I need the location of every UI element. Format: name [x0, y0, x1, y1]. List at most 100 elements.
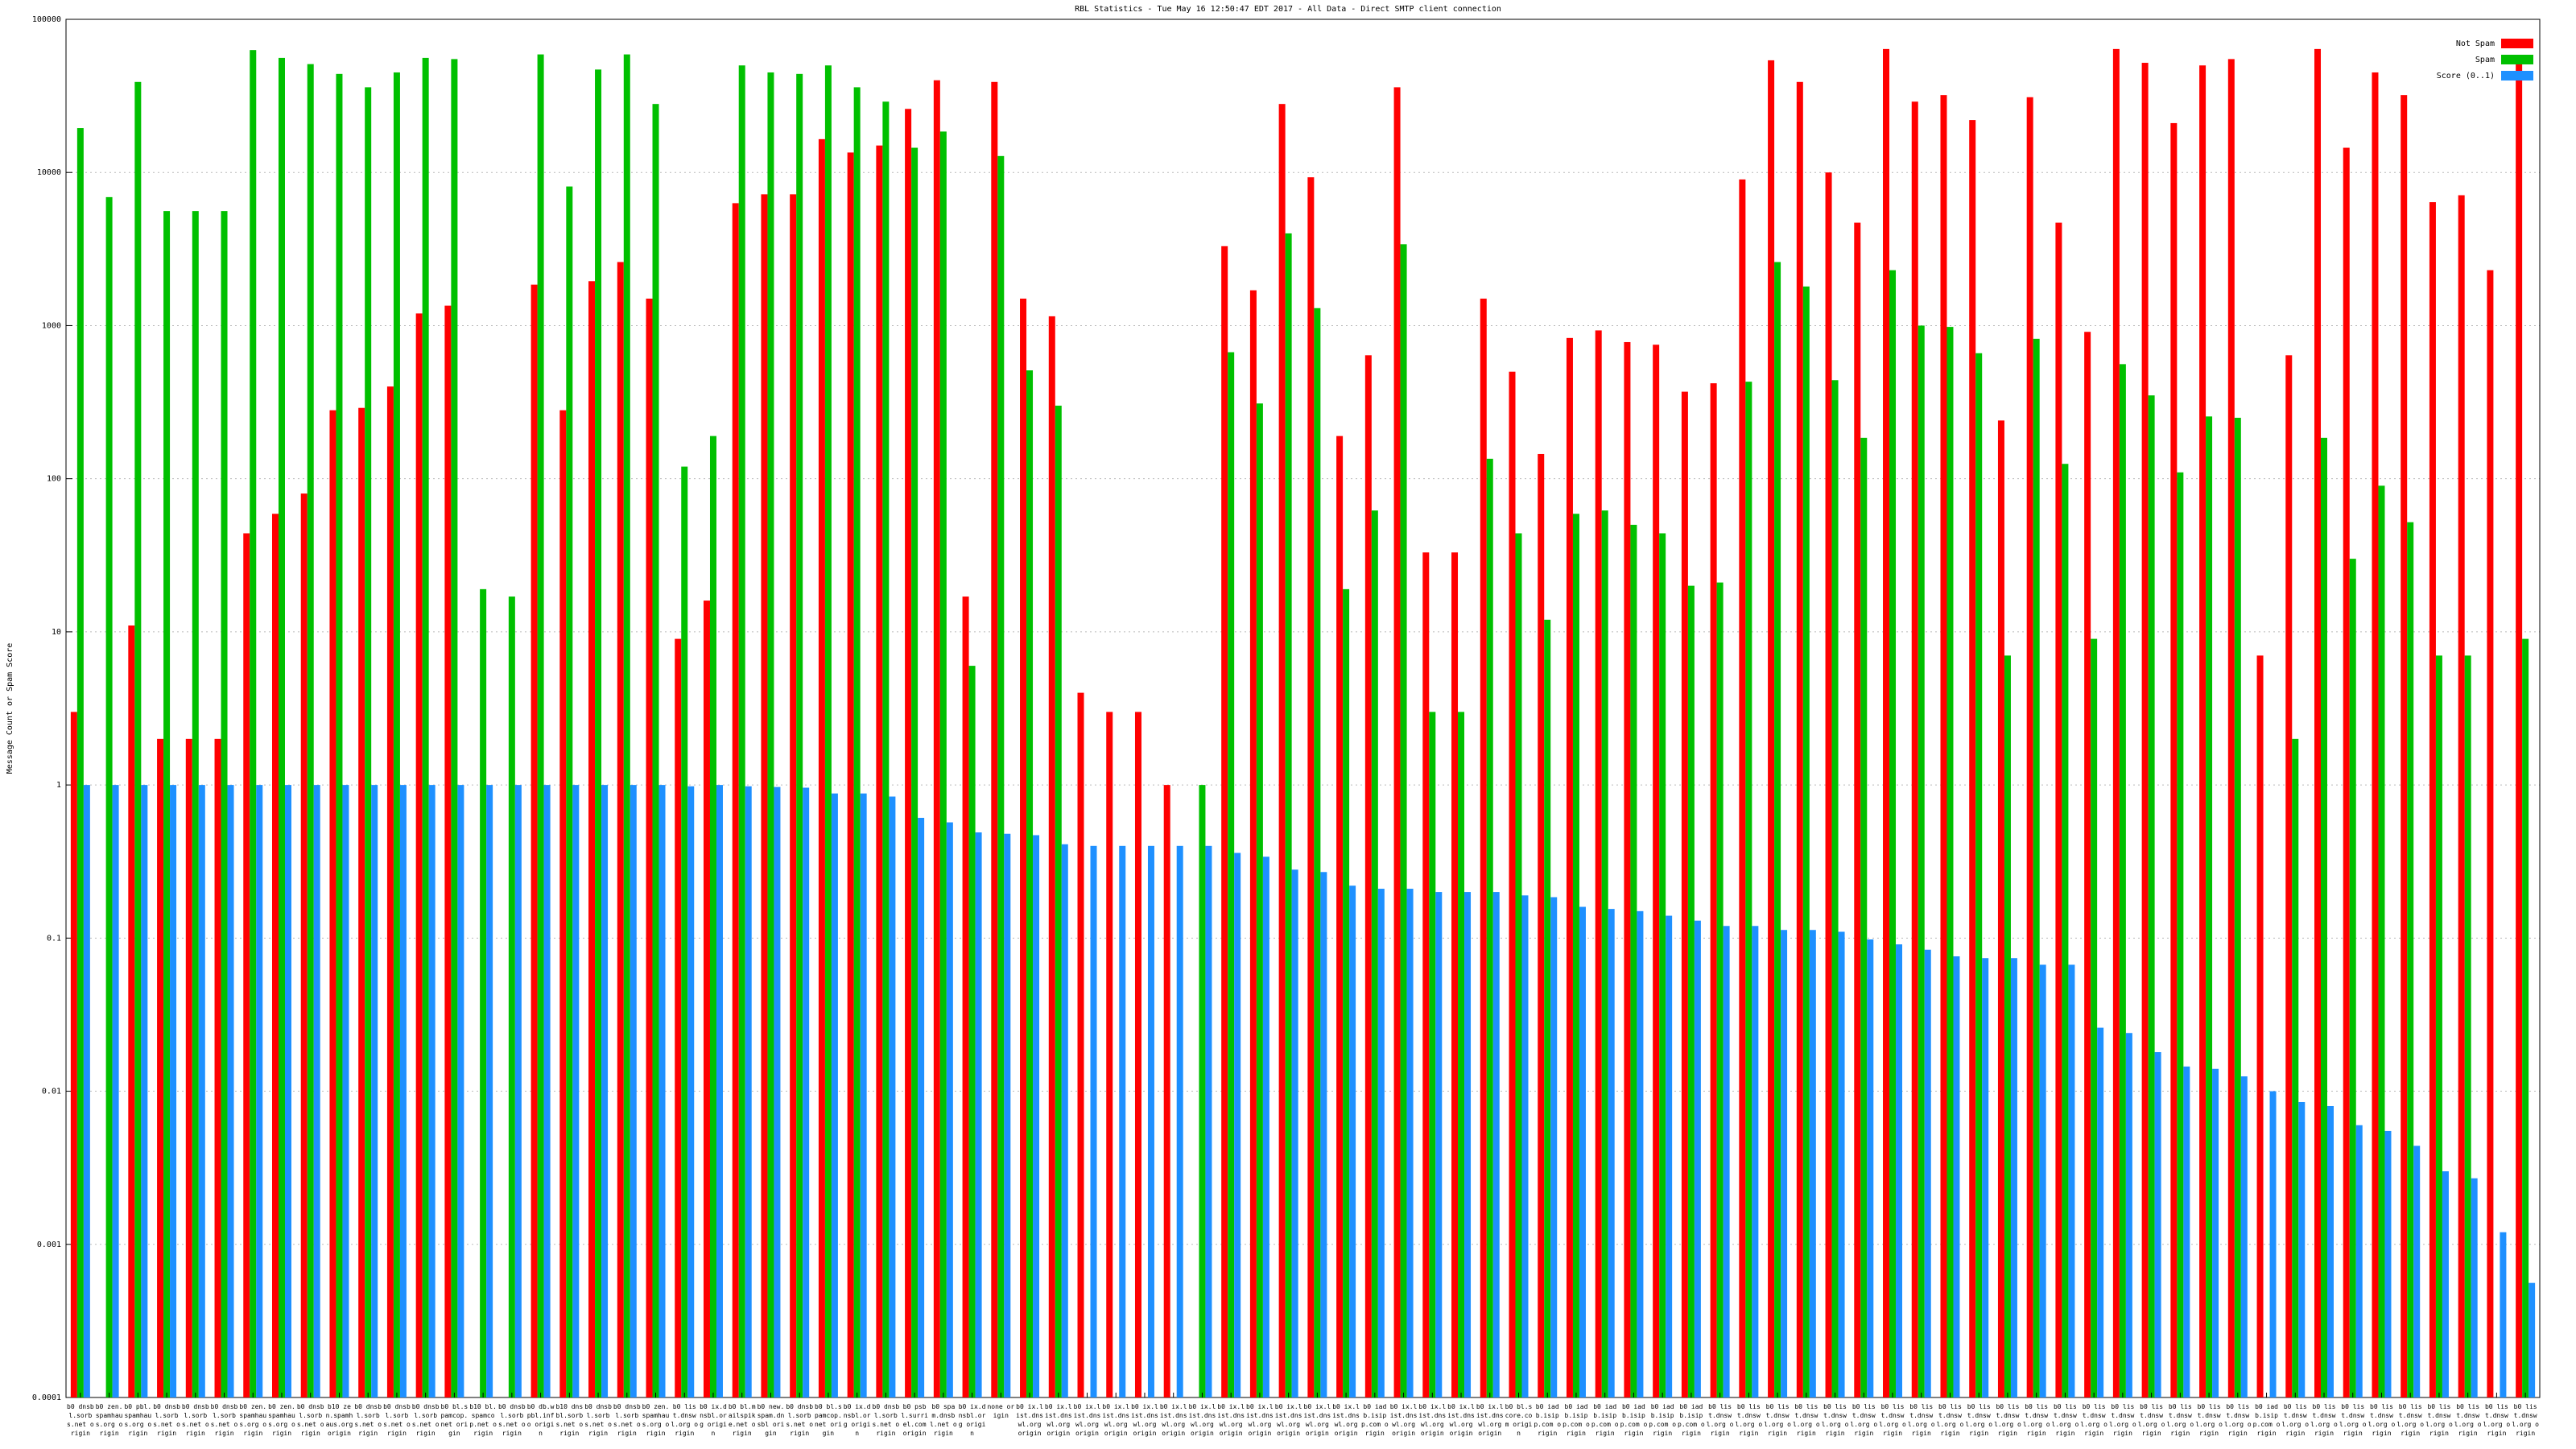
bar — [1802, 286, 1810, 1397]
bar — [256, 785, 263, 1397]
bar — [399, 785, 407, 1397]
legend-label: Spam — [2475, 56, 2495, 64]
bar — [681, 466, 688, 1397]
bar — [480, 588, 487, 1397]
bar — [918, 817, 925, 1397]
bar — [1451, 552, 1459, 1397]
bar — [2154, 1051, 2161, 1397]
bar — [1831, 380, 1839, 1397]
x-tick-label: b0 dnsbl.sorbs.net origin — [613, 1403, 641, 1437]
bar — [2212, 1068, 2219, 1397]
bar — [1377, 889, 1385, 1397]
legend-label: Not Spam — [2456, 39, 2495, 48]
x-tick-label: b0 iadb.isipp.com origin — [1649, 1403, 1677, 1437]
bar — [630, 785, 637, 1397]
bar — [2413, 1146, 2421, 1397]
x-tick-label: b0 ix.list.dnswl.org origin — [1073, 1403, 1101, 1437]
bar — [1538, 453, 1545, 1397]
bar — [991, 81, 998, 1398]
bar — [767, 72, 774, 1398]
x-tick-label: b0 ix.list.dnswl.org origin — [1188, 1403, 1216, 1437]
bar — [70, 712, 77, 1397]
bar — [1521, 895, 1529, 1397]
x-tick-label: b0 dnsbl.sorbs.net origin — [497, 1403, 526, 1437]
bar — [1106, 712, 1113, 1397]
x-tick-label: b0 dnsbl.sorbs.net origin — [383, 1403, 411, 1437]
x-tick-label: b0 list.dnswl.org origin — [2483, 1403, 2511, 1437]
x-tick-label: b0 list.dnswl.org origin — [2454, 1403, 2482, 1437]
bar — [2327, 1105, 2334, 1397]
bar — [824, 65, 832, 1398]
bar — [566, 186, 573, 1398]
x-tick-label: b0 list.dnswl.org origin — [1907, 1403, 1935, 1437]
bar — [1314, 308, 1321, 1397]
bar — [939, 131, 947, 1397]
legend-swatch — [2501, 71, 2533, 80]
bar — [1205, 845, 1212, 1397]
bar — [2026, 97, 2033, 1398]
x-tick-label: b0 bl.spamcop.net origin — [815, 1403, 842, 1437]
x-tick-label: b0 iadb.isipp.com origin — [1360, 1403, 1389, 1437]
y-tick-label: 100 — [47, 475, 61, 484]
x-tick-label: b0 ix.dnsbl.org origin — [843, 1403, 871, 1437]
bar — [1781, 930, 1788, 1397]
bar — [774, 786, 781, 1397]
bar — [444, 305, 452, 1397]
x-tick-label: b0 list.dnswl.org origin — [1879, 1403, 1906, 1437]
bar — [1406, 889, 1414, 1397]
bar — [543, 785, 551, 1397]
x-tick-label: b0 ix.list.dnswl.org origin — [1389, 1403, 1418, 1437]
bar — [1048, 316, 1055, 1397]
x-tick-label: b0 zen.spamhaus.org origin — [268, 1403, 295, 1437]
bar — [1637, 910, 1644, 1397]
bar — [2234, 417, 2241, 1397]
bar — [300, 493, 308, 1397]
x-tick-label: b10 dnsbl.sorbs.net origin — [555, 1403, 584, 1437]
bar — [623, 54, 630, 1398]
bar — [1659, 533, 1666, 1397]
bar — [1422, 552, 1430, 1397]
bar — [1579, 906, 1586, 1397]
x-tick-label: b0 list.dnswl.org origin — [2022, 1403, 2050, 1437]
bar — [2141, 63, 2149, 1398]
bar — [537, 54, 544, 1398]
bar — [1946, 327, 1954, 1398]
bar — [687, 786, 695, 1397]
bar — [105, 196, 113, 1397]
x-tick-label: b0 dnsbl.sorbs.net origin — [210, 1403, 238, 1437]
bar — [2285, 355, 2293, 1397]
chart-title: RBL Statistics - Tue May 16 12:50:47 EDT… — [1075, 5, 1501, 14]
bar — [141, 785, 148, 1397]
x-tick-label: b0 dnsbl.sorbs.net origin — [296, 1403, 324, 1437]
bar — [2112, 48, 2120, 1397]
y-tick-label: 1 — [56, 781, 61, 790]
bar — [2199, 65, 2207, 1398]
bar — [2464, 655, 2471, 1397]
y-tick-label: 0.1 — [47, 934, 61, 943]
bar — [1796, 81, 1803, 1398]
bar — [1055, 405, 1062, 1397]
bar — [933, 80, 940, 1398]
x-tick-label: b0 ix.list.dnswl.org origin — [1131, 1403, 1158, 1437]
bar — [1883, 48, 1890, 1397]
bar — [415, 313, 423, 1397]
bar — [428, 785, 436, 1397]
bar — [1371, 510, 1378, 1397]
bar — [1429, 712, 1436, 1397]
y-tick-label: 1000 — [42, 321, 61, 330]
bar — [818, 138, 825, 1398]
x-tick-label: b0 ix.dnsbl.org origin — [958, 1403, 986, 1437]
bar — [2033, 338, 2040, 1397]
bar — [1262, 857, 1269, 1397]
bar — [1435, 892, 1443, 1397]
bar — [1291, 869, 1298, 1397]
bar — [1119, 845, 1126, 1397]
bar — [1630, 524, 1637, 1398]
bar — [790, 194, 797, 1398]
y-tick-label: 0.0001 — [32, 1393, 61, 1402]
x-tick-label: b0 list.dnswl.org origin — [2166, 1403, 2194, 1437]
x-tick-label: b0 list.dnswl.org origin — [2080, 1403, 2107, 1437]
bar — [572, 785, 580, 1397]
bar — [1982, 958, 1989, 1397]
